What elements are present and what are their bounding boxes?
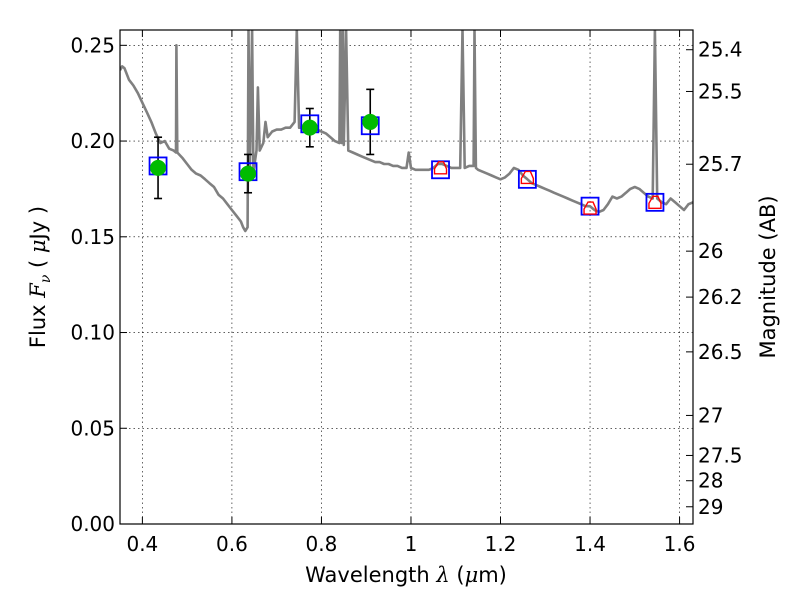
mag-tick-label: 28 bbox=[698, 469, 723, 493]
x-axis-label: Wavelength λ (μm) bbox=[305, 563, 507, 587]
nir-marker bbox=[583, 201, 597, 215]
nir-marker bbox=[433, 161, 448, 175]
x-tick-label: 1.4 bbox=[574, 532, 606, 556]
observed-point bbox=[301, 119, 318, 136]
y-tick-label: 0.05 bbox=[70, 416, 115, 440]
nir-markers bbox=[433, 161, 662, 215]
mag-tick-label: 27 bbox=[698, 403, 723, 427]
mag-tick-label: 26.5 bbox=[698, 340, 743, 364]
observed-photometry-points bbox=[150, 113, 379, 182]
x-tick-label: 0.4 bbox=[126, 532, 158, 556]
y-tick-label: 0.00 bbox=[70, 512, 115, 536]
x-ticks: 0.4 0.6 0.8 1 1.2 1.4 1.6 bbox=[126, 30, 695, 556]
x-tick-label: 0.8 bbox=[306, 532, 338, 556]
x-tick-label: 1 bbox=[405, 532, 418, 556]
mag-tick-label: 25.7 bbox=[698, 152, 743, 176]
y-tick-label: 0.20 bbox=[70, 129, 115, 153]
model-spectrum-layer bbox=[120, 30, 693, 233]
observed-point bbox=[150, 159, 167, 176]
mag-tick-label: 27.5 bbox=[698, 443, 743, 467]
y-tick-label: 0.25 bbox=[70, 33, 115, 57]
model-photometry-box bbox=[645, 192, 665, 212]
y-tick-label: 0.15 bbox=[70, 225, 115, 249]
x-tick-label: 0.6 bbox=[216, 532, 248, 556]
grid-lines bbox=[120, 30, 693, 525]
mag-tick-label: 25.5 bbox=[698, 79, 743, 103]
nir-marker bbox=[520, 170, 535, 185]
y-tick-label: 0.10 bbox=[70, 321, 115, 345]
plot-frame bbox=[119, 29, 694, 525]
mag-tick-label: 29 bbox=[698, 495, 723, 519]
nir-marker bbox=[648, 195, 662, 210]
mag-tick-label: 26 bbox=[698, 239, 723, 263]
y-ticks: 0.00 0.05 0.10 0.15 0.20 0.25 bbox=[70, 33, 127, 536]
x-tick-label: 1.6 bbox=[664, 532, 696, 556]
mag-tick-label: 26.2 bbox=[698, 285, 743, 309]
y-axis-right-label: Magnitude (AB) bbox=[756, 195, 780, 358]
observed-point bbox=[362, 113, 379, 130]
observed-point bbox=[240, 165, 257, 182]
x-tick-label: 1.2 bbox=[485, 532, 517, 556]
y-axis-label: Flux Fν ( μJy ) bbox=[26, 206, 54, 348]
mag-tick-label: 25.4 bbox=[698, 38, 743, 62]
model-spectrum-line bbox=[120, 30, 693, 233]
